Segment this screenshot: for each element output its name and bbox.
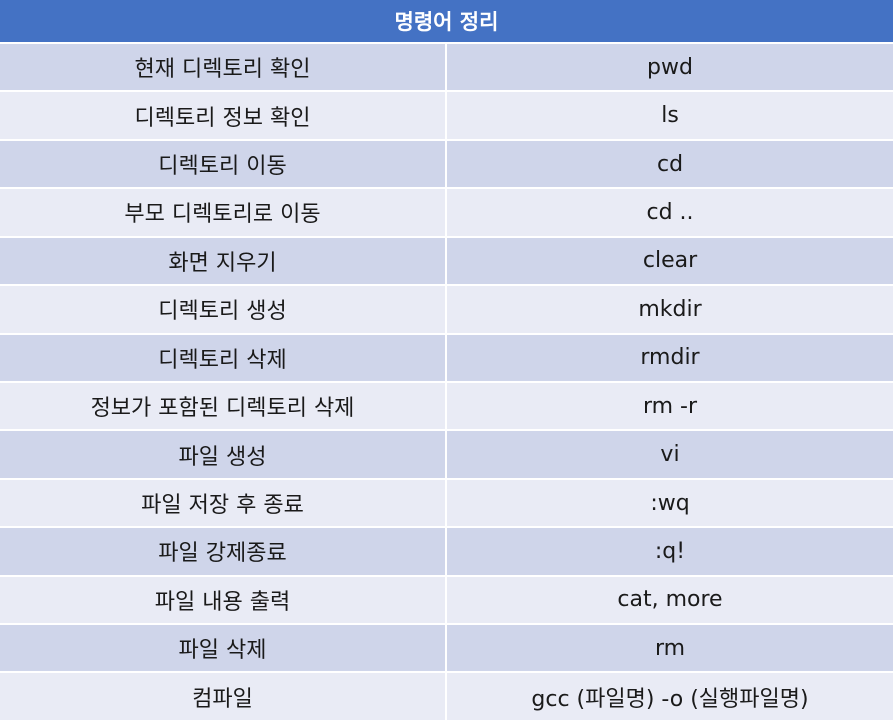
table-body: 현재 디렉토리 확인 pwd 디렉토리 정보 확인 ls 디렉토리 이동 cd … bbox=[0, 44, 893, 720]
command-description: 부모 디렉토리로 이동 bbox=[0, 189, 447, 236]
command-description: 디렉토리 이동 bbox=[0, 140, 447, 188]
command-description: 현재 디렉토리 확인 bbox=[0, 44, 447, 91]
command-description: 파일 저장 후 종료 bbox=[0, 479, 447, 527]
table-row: 컴파일 gcc (파일명) -o (실행파일명) bbox=[0, 673, 893, 720]
table-row: 정보가 포함된 디렉토리 삭제 rm -r bbox=[0, 382, 893, 432]
table-row: 디렉토리 삭제 rmdir bbox=[0, 334, 893, 383]
table-row: 디렉토리 이동 cd bbox=[0, 140, 893, 190]
command-description: 디렉토리 삭제 bbox=[0, 334, 447, 381]
table-row: 파일 생성 vi bbox=[0, 431, 893, 480]
table-row: 화면 지우기 clear bbox=[0, 237, 893, 287]
command-description: 컴파일 bbox=[0, 673, 447, 720]
command-description: 파일 내용 출력 bbox=[0, 576, 447, 624]
command-description: 파일 강제종료 bbox=[0, 528, 447, 575]
table-row: 파일 내용 출력 cat, more bbox=[0, 576, 893, 626]
table-row: 파일 저장 후 종료 :wq bbox=[0, 479, 893, 529]
table-title: 명령어 정리 bbox=[0, 0, 893, 44]
table-row: 디렉토리 생성 mkdir bbox=[0, 286, 893, 335]
table-row: 현재 디렉토리 확인 pwd bbox=[0, 44, 893, 93]
table-row: 파일 강제종료 :q! bbox=[0, 528, 893, 577]
command-description: 파일 삭제 bbox=[0, 625, 447, 672]
command-text: cd .. bbox=[646, 199, 694, 225]
command-text: mkdir bbox=[638, 296, 702, 322]
command-text: rm -r bbox=[642, 393, 698, 419]
command-text: cd bbox=[656, 151, 684, 177]
command-description: 정보가 포함된 디렉토리 삭제 bbox=[0, 382, 447, 430]
command-text: gcc (파일명) -o (실행파일명) bbox=[531, 686, 809, 712]
command-text: cat, more bbox=[617, 587, 723, 613]
table-row: 디렉토리 정보 확인 ls bbox=[0, 92, 893, 141]
command-text: :q! bbox=[654, 538, 686, 564]
command-description: 화면 지우기 bbox=[0, 237, 447, 285]
command-text: :wq bbox=[650, 490, 690, 516]
command-description: 파일 생성 bbox=[0, 431, 447, 478]
command-description: 디렉토리 생성 bbox=[0, 286, 447, 333]
command-text: ls bbox=[661, 103, 679, 129]
command-text: clear bbox=[642, 248, 698, 274]
table-row: 파일 삭제 rm bbox=[0, 625, 893, 674]
command-text: rm bbox=[654, 635, 686, 661]
command-text: vi bbox=[660, 442, 680, 468]
command-text: rmdir bbox=[640, 345, 700, 371]
command-description: 디렉토리 정보 확인 bbox=[0, 92, 447, 139]
command-text: pwd bbox=[647, 54, 693, 80]
table-row: 부모 디렉토리로 이동 cd .. bbox=[0, 189, 893, 238]
